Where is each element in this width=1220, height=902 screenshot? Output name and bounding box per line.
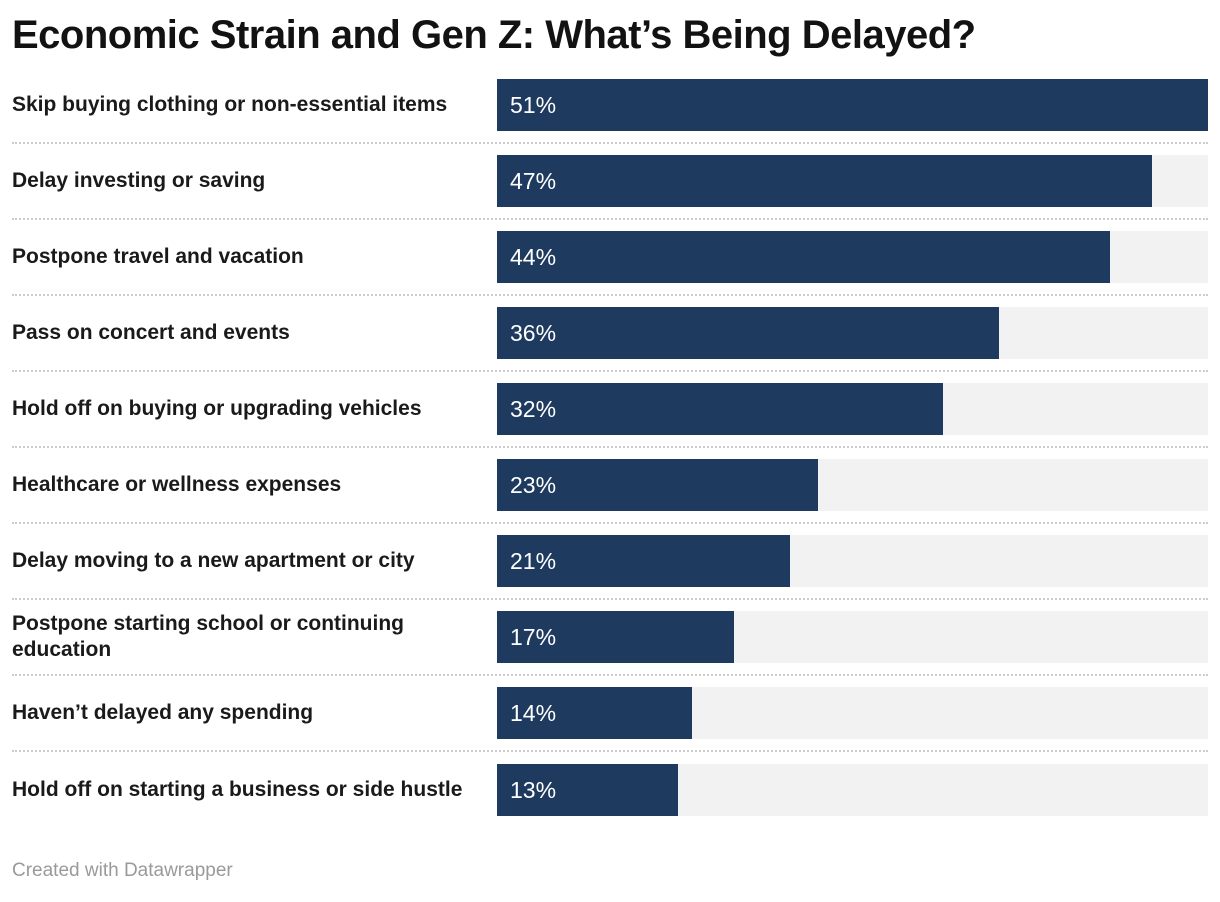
bar-value-label: 44% [510,243,557,270]
bar-row: Delay investing or saving 47% [12,144,1208,220]
bar: 51% [497,79,1208,131]
bar-row: Hold off on starting a business or side … [12,752,1208,828]
bar-value-label: 21% [510,547,557,574]
bar-row: Postpone travel and vacation 44% [12,220,1208,296]
bar-row: Delay moving to a new apartment or city … [12,524,1208,600]
bar: 21% [497,535,790,587]
category-label: Hold off on buying or upgrading vehicles [12,396,422,420]
bar-chart: Skip buying clothing or non-essential it… [12,68,1208,828]
bar-value-label: 17% [510,623,557,650]
bar-value-label: 47% [510,167,557,194]
bar-track: 23% [497,459,1208,511]
chart-title: Economic Strain and Gen Z: What’s Being … [12,13,976,57]
bar-track: 32% [497,383,1208,435]
category-label: Haven’t delayed any spending [12,700,314,724]
bar-value-label: 13% [510,776,557,803]
bar-track: 13% [497,764,1208,816]
bar-track: 14% [497,687,1208,739]
bar-value-label: 23% [510,471,557,498]
datawrapper-credit: Created with Datawrapper [12,860,233,881]
bar: 13% [497,764,679,816]
bar-value-label: 36% [510,319,557,346]
bar-row: Haven’t delayed any spending 14% [12,676,1208,752]
bar-row: Postpone starting school or continuing e… [12,600,1208,676]
bar: 17% [497,611,734,663]
category-label: Skip buying clothing or non-essential it… [12,92,448,116]
bar-value-label: 51% [510,91,557,118]
bar-track: 47% [497,155,1208,207]
bar-row: Healthcare or wellness expenses 23% [12,448,1208,524]
bar-row: Hold off on buying or upgrading vehicles… [12,372,1208,448]
bar: 14% [497,687,693,739]
bar-row: Skip buying clothing or non-essential it… [12,68,1208,144]
category-label: Postpone starting school or continuing e… [12,611,404,661]
bar-track: 36% [497,307,1208,359]
bar-track: 51% [497,79,1208,131]
bar-track: 44% [497,231,1208,283]
category-label: Delay moving to a new apartment or city [12,548,415,572]
bar-track: 21% [497,535,1208,587]
category-label: Pass on concert and events [12,320,290,344]
category-label: Hold off on starting a business or side … [12,777,463,801]
bar: 23% [497,459,818,511]
bar-track: 17% [497,611,1208,663]
bar: 47% [497,155,1153,207]
bar: 44% [497,231,1111,283]
bar-value-label: 32% [510,395,557,422]
bar: 36% [497,307,999,359]
bar-value-label: 14% [510,699,557,726]
category-label: Delay investing or saving [12,168,266,192]
category-label: Postpone travel and vacation [12,244,304,268]
bar-row: Pass on concert and events 36% [12,296,1208,372]
bar: 32% [497,383,944,435]
category-label: Healthcare or wellness expenses [12,472,342,496]
